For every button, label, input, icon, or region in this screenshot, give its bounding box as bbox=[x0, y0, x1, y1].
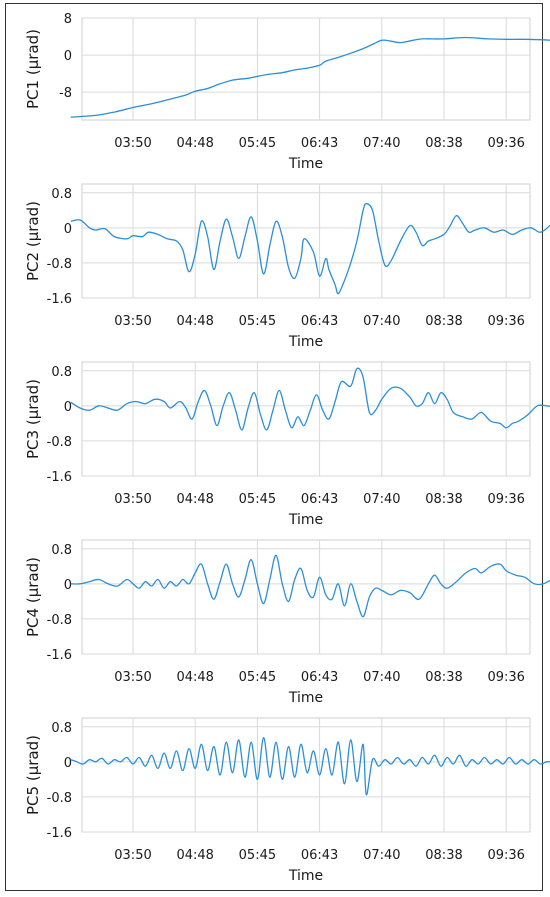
chart-panel-2: 0.8 0 -0.8 -1.6 03:50 04:48 05:45 06:43 07:40 08:… bbox=[24, 183, 550, 350]
chart-panel-3: 0.8 0 -0.8 -1.6 03:50 04:48 05:45 06:43 07:40 08:… bbox=[24, 361, 550, 528]
x-tick-label: 07:40 bbox=[363, 492, 400, 507]
x-tick-label: 09:36 bbox=[487, 136, 524, 151]
y-tick-label: -1.6 bbox=[47, 648, 72, 663]
y-tick-label: 0 bbox=[64, 578, 72, 593]
figure-frame bbox=[5, 3, 543, 891]
x-axis-label: Time bbox=[288, 156, 323, 172]
x-tick-label: 07:40 bbox=[363, 314, 400, 329]
x-tick-label: 09:36 bbox=[487, 492, 524, 507]
y-tick-label: 0 bbox=[64, 222, 72, 237]
y-axis-label: PC5 (μrad) bbox=[24, 735, 42, 815]
x-tick-label: 03:50 bbox=[114, 670, 151, 685]
chart-panel-1: 8 0 -8 03:50 04:48 05:45 06:43 07:40 08:38 09:36 T… bbox=[24, 12, 550, 172]
y-tick-label: -0.8 bbox=[47, 257, 72, 272]
x-axis-label: Time bbox=[288, 690, 323, 706]
x-axis-label: Time bbox=[288, 334, 323, 350]
chart-panel-4: 0.8 0 -0.8 -1.6 03:50 04:48 05:45 06:43 07:40 08:… bbox=[24, 539, 550, 706]
y-tick-label: 0 bbox=[64, 400, 72, 415]
x-tick-label: 06:43 bbox=[301, 314, 338, 329]
x-tick-label: 04:48 bbox=[176, 492, 213, 507]
y-tick-label: 0.8 bbox=[51, 365, 72, 380]
chart-panel-5: 0.8 0 -0.8 -1.6 03:50 04:48 05:45 06:43 07:40 08:… bbox=[24, 717, 550, 884]
y-axis-label: PC1 (μrad) bbox=[24, 29, 42, 109]
x-tick-label: 04:48 bbox=[176, 670, 213, 685]
x-tick-label: 09:36 bbox=[487, 670, 524, 685]
y-tick-label: -1.6 bbox=[47, 826, 72, 841]
x-tick-label: 08:38 bbox=[425, 492, 462, 507]
x-axis-label: Time bbox=[288, 868, 323, 884]
x-tick-label: 07:40 bbox=[363, 848, 400, 863]
series-line bbox=[70, 203, 550, 295]
x-tick-label: 05:45 bbox=[239, 314, 276, 329]
x-tick-label: 09:36 bbox=[487, 848, 524, 863]
y-tick-label: -0.8 bbox=[47, 435, 72, 450]
y-tick-label: 0.8 bbox=[51, 543, 72, 558]
y-tick-label: 8 bbox=[64, 12, 72, 27]
series-line bbox=[70, 737, 550, 796]
x-tick-label: 04:48 bbox=[176, 314, 213, 329]
plot-area bbox=[81, 539, 531, 655]
y-tick-label: 0 bbox=[64, 49, 72, 64]
series-line bbox=[70, 554, 550, 618]
x-tick-label: 05:45 bbox=[239, 670, 276, 685]
x-tick-label: 08:38 bbox=[425, 314, 462, 329]
x-tick-label: 03:50 bbox=[114, 848, 151, 863]
y-tick-label: -1.6 bbox=[47, 292, 72, 307]
x-tick-label: 08:38 bbox=[425, 136, 462, 151]
x-tick-label: 05:45 bbox=[239, 136, 276, 151]
y-axis-label: PC2 (μrad) bbox=[24, 201, 42, 281]
x-tick-label: 03:50 bbox=[114, 314, 151, 329]
series-line bbox=[70, 36, 550, 118]
plot-area bbox=[81, 361, 531, 477]
y-tick-label: 0.8 bbox=[51, 721, 72, 736]
y-tick-label: -0.8 bbox=[47, 791, 72, 806]
y-tick-label: -1.6 bbox=[47, 470, 72, 485]
x-tick-label: 07:40 bbox=[363, 136, 400, 151]
x-tick-label: 05:45 bbox=[239, 848, 276, 863]
x-tick-label: 05:45 bbox=[239, 492, 276, 507]
x-tick-label: 08:38 bbox=[425, 848, 462, 863]
x-tick-label: 06:43 bbox=[301, 670, 338, 685]
x-tick-label: 09:36 bbox=[487, 314, 524, 329]
y-tick-label: -8 bbox=[59, 86, 72, 101]
x-tick-label: 06:43 bbox=[301, 136, 338, 151]
series-line bbox=[70, 367, 550, 431]
x-tick-label: 08:38 bbox=[425, 670, 462, 685]
x-tick-label: 06:43 bbox=[301, 492, 338, 507]
x-tick-label: 03:50 bbox=[114, 492, 151, 507]
x-tick-label: 04:48 bbox=[176, 136, 213, 151]
y-axis-label: PC4 (μrad) bbox=[24, 557, 42, 637]
x-tick-label: 04:48 bbox=[176, 848, 213, 863]
y-tick-label: -0.8 bbox=[47, 613, 72, 628]
y-tick-label: 0 bbox=[64, 756, 72, 771]
x-tick-label: 07:40 bbox=[363, 670, 400, 685]
plot-area bbox=[81, 717, 531, 833]
y-axis-label: PC3 (μrad) bbox=[24, 379, 42, 459]
y-tick-label: 0.8 bbox=[51, 187, 72, 202]
x-tick-label: 06:43 bbox=[301, 848, 338, 863]
x-axis-label: Time bbox=[288, 512, 323, 528]
plot-area bbox=[81, 183, 531, 299]
x-tick-label: 03:50 bbox=[114, 136, 151, 151]
